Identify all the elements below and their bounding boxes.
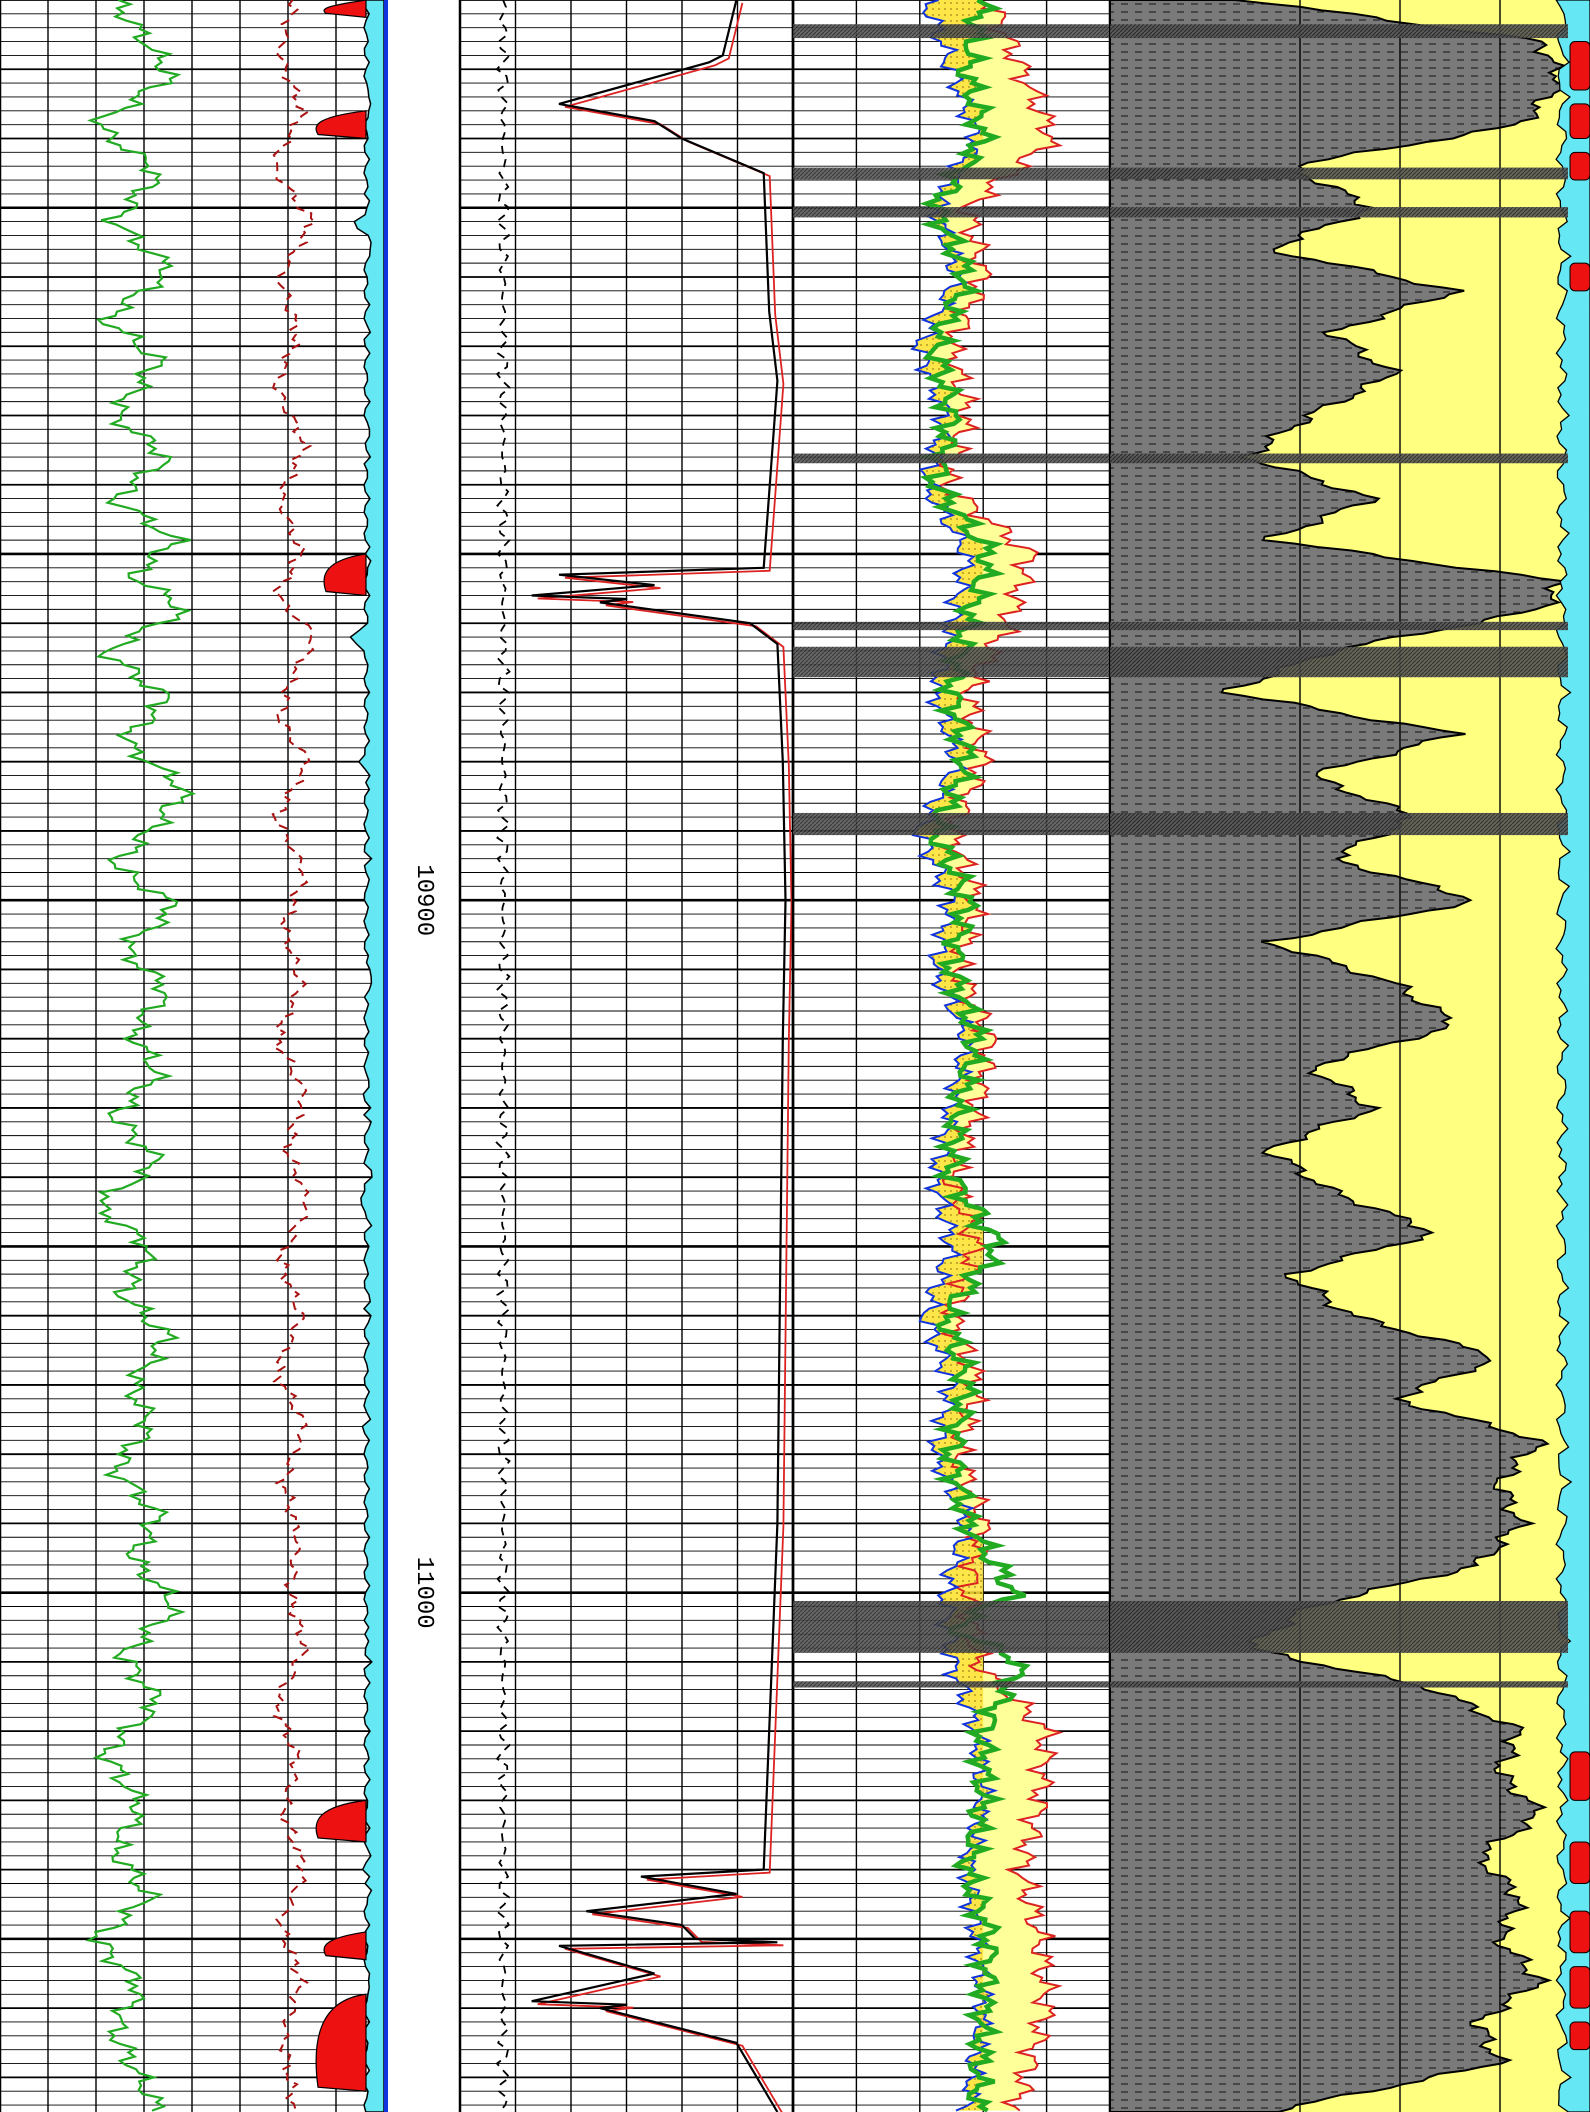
- lithology-hydrocarbon: [1569, 1966, 1590, 2009]
- track-lithology: [1109, 0, 1590, 2112]
- coal-interval-track3: [793, 621, 1110, 631]
- resistivity-reference-curve: [495, 0, 512, 2112]
- depth-track: 10900 11000: [384, 0, 460, 2112]
- depth-label-11000: 11000: [410, 1557, 437, 1629]
- lithology-shale: [1109, 0, 1572, 2112]
- gamma-ray-curve: [85, 0, 197, 2112]
- coal-interval-track3: [793, 1681, 1110, 1688]
- resistivity-shallow-curve: [537, 2, 793, 2112]
- caliper-curve: [271, 0, 317, 2109]
- track1-hydrocarbon-fill: [315, 110, 367, 140]
- track1-hydrocarbon-fill: [323, 1931, 367, 1961]
- coal-interval-track4: [1110, 621, 1568, 631]
- lithology-hydrocarbon: [1569, 1751, 1590, 1801]
- depth-track-bg: [384, 0, 460, 2112]
- coal-interval-track3: [793, 453, 1110, 464]
- lithology-hydrocarbon: [1569, 103, 1590, 139]
- track-resistivity: [458, 0, 795, 2112]
- sonic-curve: [917, 0, 1031, 2112]
- track1-hydrocarbon-fill: [315, 1799, 367, 1843]
- track1-hydrocarbon-fill: [323, 553, 367, 597]
- coal-interval-track4: [1110, 812, 1568, 836]
- density-curve: [935, 0, 1064, 2112]
- lithology-hydrocarbon: [1569, 41, 1590, 91]
- lithology-hydrocarbon: [1569, 151, 1590, 181]
- track1-hydrocarbon-fill: [315, 1993, 367, 2092]
- coal-interval-track3: [793, 24, 1110, 39]
- coal-interval-track4: [1110, 646, 1568, 678]
- lithology-hydrocarbon: [1569, 262, 1590, 292]
- resistivity-deep-curve: [531, 0, 787, 2112]
- lithology-water-column: [1555, 0, 1590, 2112]
- coal-interval-track3: [793, 646, 1110, 678]
- track1-hydrocarbon-fill: [323, 0, 367, 18]
- coal-interval-track3: [793, 812, 1110, 836]
- coal-interval-track3: [793, 1600, 1110, 1653]
- coal-interval-track4: [1110, 167, 1568, 180]
- lithology-hydrocarbon: [1569, 2021, 1590, 2051]
- coal-interval-track4: [1110, 24, 1568, 39]
- coal-interval-track4: [1110, 1600, 1568, 1653]
- coal-interval-track4: [1110, 1681, 1568, 1688]
- depth-label-10900: 10900: [410, 864, 437, 936]
- coal-interval-track3: [793, 167, 1110, 180]
- track-gamma-caliper: [0, 0, 386, 2112]
- coal-interval-track3: [793, 207, 1110, 218]
- track1-water-fill: [349, 0, 385, 2112]
- coal-interval-track4: [1110, 453, 1568, 464]
- lithology-hydrocarbon: [1569, 1910, 1590, 1954]
- lithology-hydrocarbon: [1569, 1841, 1590, 1884]
- track-porosity: [791, 0, 1112, 2112]
- coal-interval-track4: [1110, 207, 1568, 218]
